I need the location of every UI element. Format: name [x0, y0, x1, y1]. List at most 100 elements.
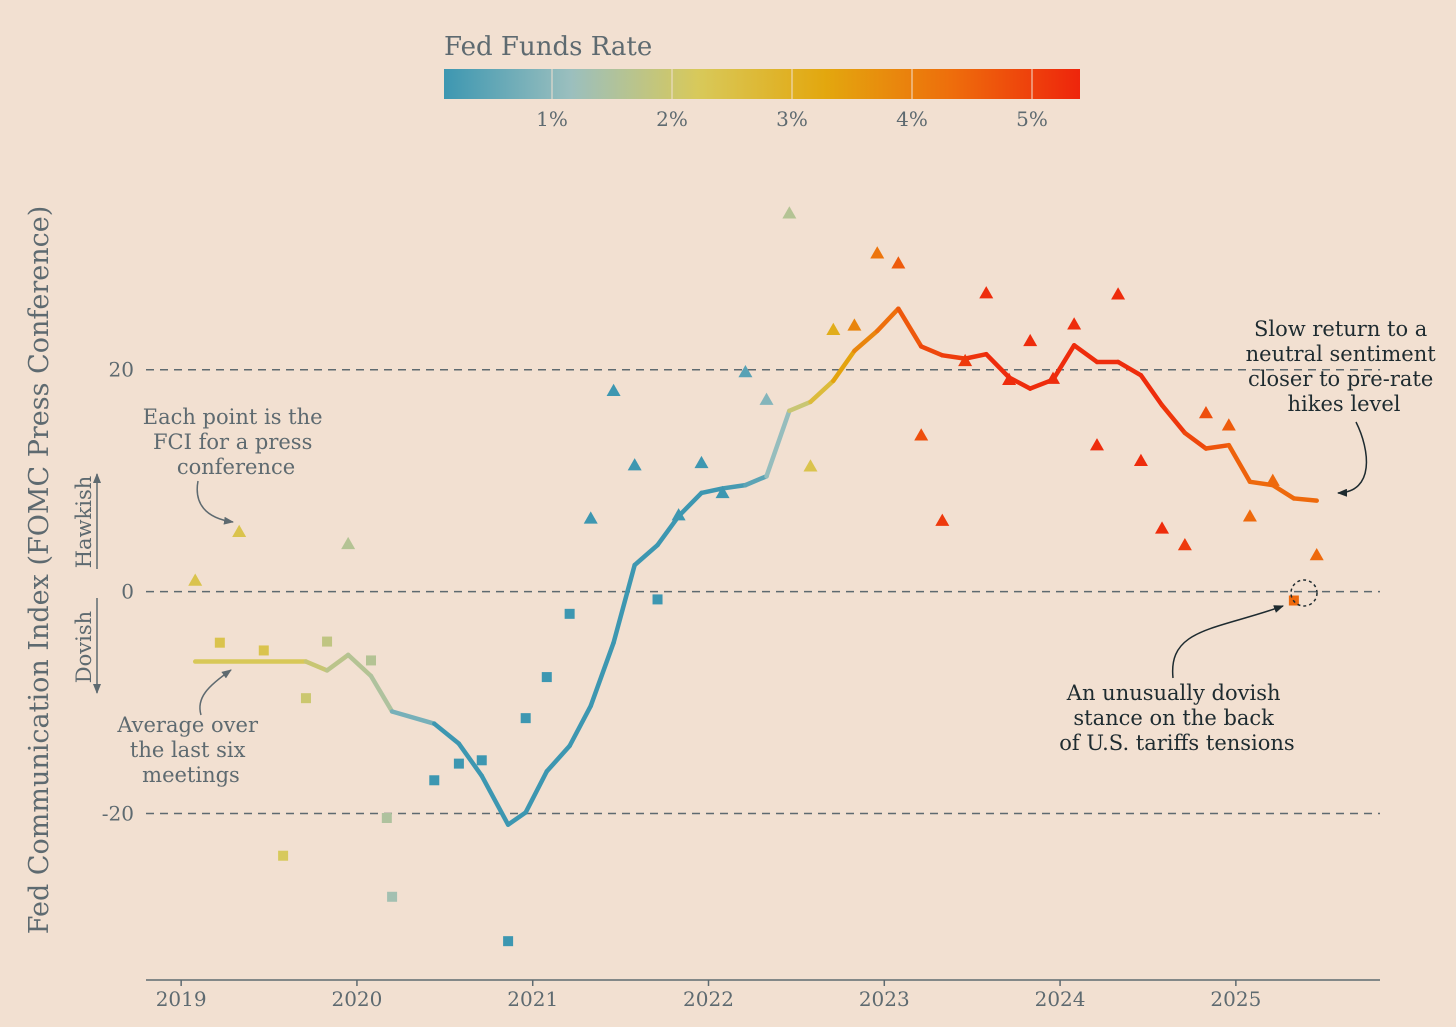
moving-average-segment [1138, 373, 1165, 408]
dovish-point-marker [387, 891, 398, 902]
moving-average-segment [787, 399, 813, 414]
dovish-point-marker [381, 813, 392, 823]
hawkish-point-marker [188, 573, 203, 586]
moving-average-segment [1270, 482, 1297, 501]
moving-average-segment [479, 773, 511, 827]
hawkish-point-marker [1046, 371, 1061, 384]
moving-average-segment [831, 348, 857, 384]
annotation-dovish-note: An unusually dovish stance on the back o… [1059, 579, 1318, 755]
moving-average-segment [1071, 343, 1100, 365]
moving-average-segment [852, 328, 880, 354]
moving-average-segment [699, 486, 725, 496]
dovish-point-marker [300, 693, 311, 704]
y-axis-ticks: -20 0 20 [102, 358, 134, 826]
moving-average-segment [389, 709, 437, 726]
hawkish-point-marker [1023, 333, 1038, 347]
hawkish-point-marker [1309, 548, 1324, 561]
dovish-point-marker [564, 608, 575, 619]
press-conference-points [188, 206, 1324, 947]
moving-average-segment [940, 353, 968, 361]
dovish-point-marker [520, 713, 531, 724]
dovish-point-marker [278, 850, 289, 861]
y-axis-title: Fed Communication Index (FOMC Press Conf… [24, 206, 55, 935]
hawkish-point-marker [803, 459, 818, 472]
moving-average-segment [676, 490, 704, 519]
hawkish-point-marker [1111, 287, 1126, 300]
moving-average-segment [896, 306, 924, 349]
dovish-point-marker [322, 636, 333, 647]
moving-average-segment [632, 542, 660, 568]
average-note-arrow [199, 669, 232, 716]
hawkish-point-marker [1067, 317, 1082, 330]
annotation-points-note: Each point is the FCI for a press confer… [143, 405, 330, 525]
moving-average-segment [368, 673, 395, 714]
annotation-average-note: Average over the last six meetings [116, 669, 259, 787]
dovish-point-marker [453, 758, 464, 769]
hawkish-point-marker [891, 256, 906, 269]
hawkish-point-marker [583, 511, 598, 524]
moving-average-segment [1203, 442, 1232, 451]
hawkish-point-marker [847, 318, 862, 331]
moving-average-segment [875, 306, 901, 334]
moving-average-segment [1226, 442, 1253, 485]
moving-average-segment [962, 351, 989, 361]
dovish-point-marker [366, 655, 377, 666]
x-tick-label: 2022 [683, 987, 734, 1011]
colorbar-tick-label: 2% [656, 107, 688, 131]
moving-average-segment [918, 344, 945, 358]
moving-average-segment [1159, 402, 1188, 436]
colorbar-gradient [444, 69, 1080, 99]
moving-average-segment [983, 351, 1012, 380]
hawkish-point-marker [694, 455, 709, 469]
moving-average-segment [324, 652, 351, 673]
colorbar-title: Fed Funds Rate [444, 32, 652, 62]
hawkish-point-marker [1242, 509, 1257, 522]
dovish-note-text: An unusually dovish stance on the back o… [1059, 681, 1294, 755]
moving-average-segment [720, 482, 748, 491]
dovish-highlight-circle [1290, 579, 1318, 607]
annotation-return-note: Slow return to a neutral sentiment close… [1246, 317, 1443, 497]
hawkish-label: Hawkish [72, 476, 96, 569]
moving-average-segment [505, 810, 528, 827]
dovish-point-marker [476, 755, 487, 766]
moving-average-segment [655, 513, 681, 548]
hawkish-point-marker [341, 536, 356, 550]
colorbar-tick-label: 4% [896, 107, 928, 131]
moving-average-segment [567, 703, 593, 749]
moving-average-segment [1182, 430, 1209, 451]
y-tick-label: 0 [121, 580, 134, 604]
hawkish-point-marker [1155, 521, 1170, 534]
x-tick-label: 2019 [156, 987, 207, 1011]
x-tick-label: 2023 [859, 987, 910, 1011]
dovish-point-marker [258, 645, 269, 656]
hawkish-point-marker [870, 246, 885, 259]
y-tick-label: 20 [109, 358, 134, 382]
x-tick-label: 2021 [507, 987, 558, 1011]
return-note-text: Slow return to a neutral sentiment close… [1246, 317, 1443, 416]
hawkish-point-marker [232, 524, 247, 537]
colorbar-tick-label: 3% [776, 107, 808, 131]
dovish-point-marker [503, 936, 514, 947]
dovish-point-marker [429, 775, 440, 786]
direction-indicator: Hawkish Dovish [72, 473, 101, 694]
moving-average-segment [303, 659, 330, 673]
hawkish-point-marker [759, 392, 774, 405]
moving-average-segment [432, 721, 462, 746]
hawkish-point-marker [715, 485, 730, 499]
hawkish-point-marker [606, 383, 621, 397]
hawkish-point-marker [1221, 418, 1236, 431]
dovish-point-marker [214, 637, 225, 648]
hawkish-point-marker [782, 206, 797, 219]
moving-average-segment [523, 769, 550, 815]
moving-average-segment [1050, 343, 1077, 382]
moving-average-segment [764, 408, 792, 479]
hawkish-point-marker [1133, 453, 1148, 466]
dovish-note-arrow [1171, 605, 1284, 679]
points-note-arrow [196, 480, 234, 525]
hawkish-point-marker [627, 458, 642, 471]
moving-average-segment [345, 652, 374, 679]
x-axis: 2019 2020 2021 2022 2023 2024 2025 [146, 979, 1380, 1011]
points-note-text: Each point is the FCI for a press confer… [143, 405, 330, 479]
hawkish-point-marker [1002, 372, 1017, 385]
colorbar-tick-label: 1% [536, 107, 568, 131]
